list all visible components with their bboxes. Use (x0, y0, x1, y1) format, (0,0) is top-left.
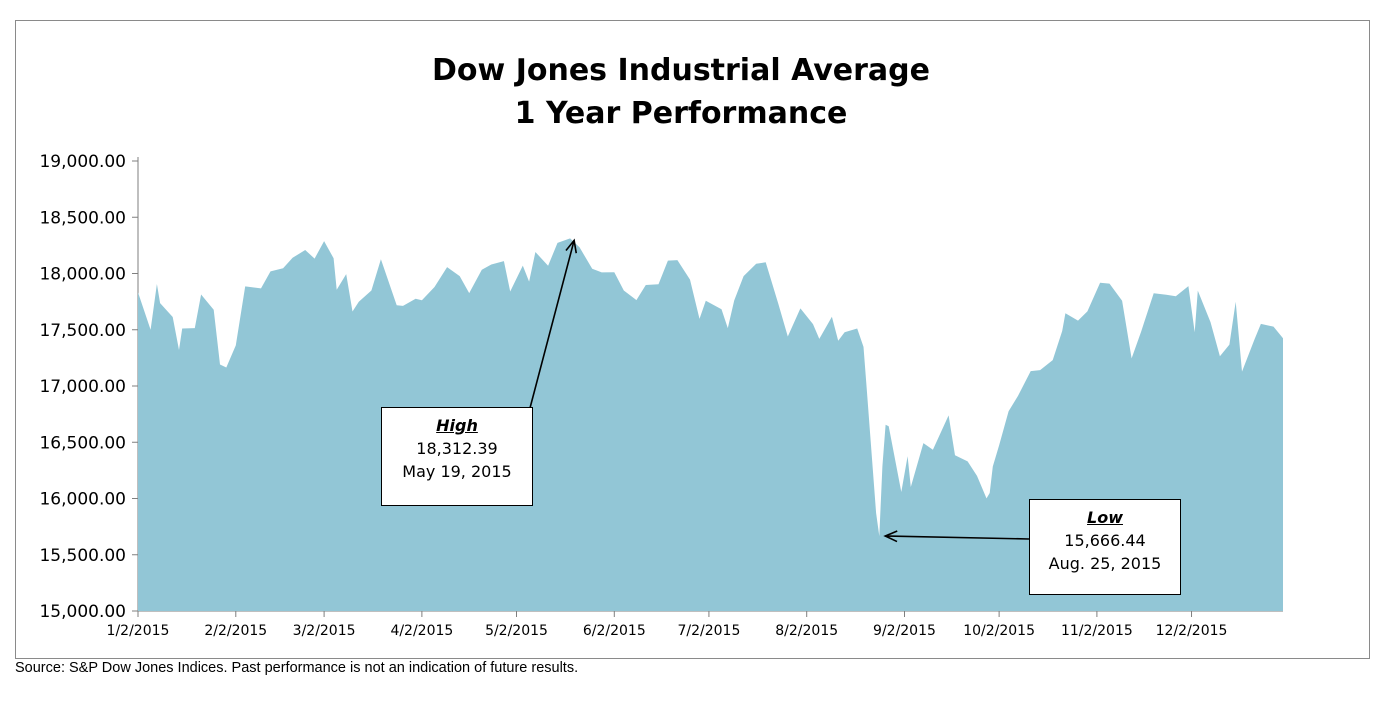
chart-plot: Dow Jones Industrial Average 1 Year Perf… (39, 53, 1283, 639)
high-arrow-line (529, 240, 575, 409)
x-tick-label: 6/2/2015 (583, 623, 646, 639)
y-tick-label: 18,500.00 (39, 208, 126, 228)
y-tick-label: 15,000.00 (39, 602, 126, 622)
y-tick-label: 15,500.00 (39, 546, 126, 566)
y-tick-label: 19,000.00 (39, 152, 126, 172)
x-tick-label: 8/2/2015 (775, 623, 838, 639)
y-axis: 15,000.00 15,500.00 16,000.00 16,500.00 17,0… (39, 152, 139, 622)
y-tick-label: 16,000.00 (39, 490, 126, 510)
low-arrow-head (883, 530, 898, 543)
high-annotation-title: High (436, 416, 478, 435)
series-area-path (138, 238, 1283, 611)
high-annotation-box: High 18,312.39 May 19, 2015 (381, 407, 533, 506)
x-tick-label: 7/2/2015 (677, 623, 740, 639)
high-annotation-date: May 19, 2015 (402, 462, 512, 481)
chart-subtitle: 1 Year Performance (515, 96, 848, 131)
chart-title: Dow Jones Industrial Average (432, 53, 930, 88)
chart-frame: Dow Jones Industrial Average 1 Year Perf… (15, 20, 1370, 659)
annotation-arrows (529, 238, 1030, 543)
low-annotation-date: Aug. 25, 2015 (1048, 554, 1162, 573)
low-annotation-box: Low 15,666.44 Aug. 25, 2015 (1029, 499, 1181, 595)
source-note: Source: S&P Dow Jones Indices. Past perf… (15, 660, 579, 676)
x-tick-label: 10/2/2015 (963, 623, 1035, 639)
x-tick-label: 5/2/2015 (485, 623, 548, 639)
x-tick-label: 4/2/2015 (390, 623, 453, 639)
low-annotation-title: Low (1087, 508, 1123, 527)
high-arrow-head (565, 238, 578, 254)
series-area (138, 238, 1283, 611)
low-annotation-value: 15,666.44 (1064, 531, 1146, 550)
y-tick-label: 17,000.00 (39, 377, 126, 397)
x-tick-label: 3/2/2015 (293, 623, 356, 639)
high-annotation-value: 18,312.39 (416, 439, 498, 458)
x-axis: 1/2/2015 2/2/2015 3/2/2015 4/2/2015 5/2/2015… (107, 610, 1283, 639)
x-tick-label: 11/2/2015 (1061, 623, 1133, 639)
y-tick-label: 16,500.00 (39, 433, 126, 453)
y-tick-label: 18,000.00 (39, 265, 126, 285)
low-arrow-line (885, 535, 1030, 540)
x-tick-label: 2/2/2015 (204, 623, 267, 639)
x-tick-label: 12/2/2015 (1156, 623, 1228, 639)
y-tick-label: 17,500.00 (39, 321, 126, 341)
x-tick-label: 1/2/2015 (107, 623, 170, 639)
x-tick-label: 9/2/2015 (873, 623, 936, 639)
